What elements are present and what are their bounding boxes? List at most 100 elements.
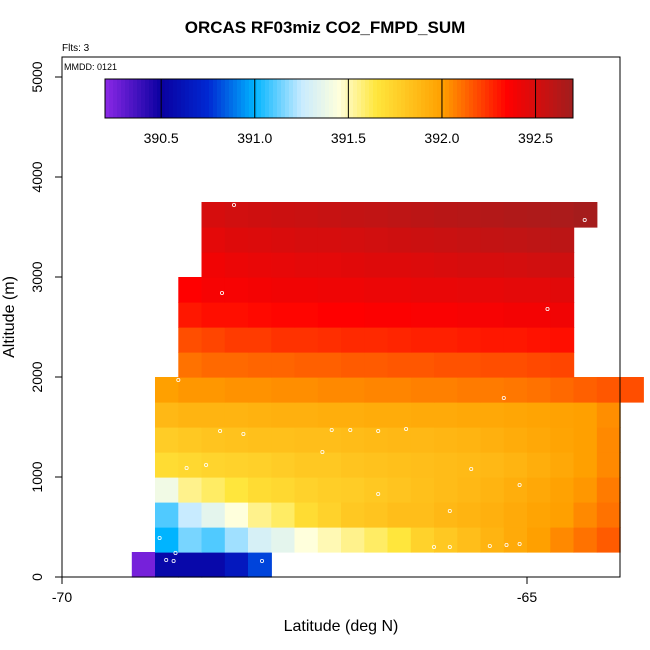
colorbar-segment [273,79,278,118]
heatmap-cell [503,352,528,378]
heatmap-cell [294,202,319,228]
heatmap-cell [201,402,226,428]
heatmap-cell [434,202,458,228]
heatmap-cell [224,202,249,228]
colorbar-segment [105,79,110,118]
heatmap-cell [457,302,482,328]
heatmap-cell [341,527,365,553]
heatmap-cell [596,427,621,453]
heatmap-cell [155,427,179,453]
heatmap-cell [503,202,528,228]
observation-point [171,559,176,564]
heatmap-cell [596,452,621,478]
heatmap-cell [480,252,505,278]
colorbar-segment [305,79,310,118]
heatmap-cell [224,327,249,353]
heatmap-cell [480,302,505,328]
heatmap-cell [178,502,203,528]
colorbar-segment [241,79,246,118]
heatmap-cell [457,377,482,403]
colorbar-segment [553,79,558,118]
colorbar-segment [133,79,138,118]
heatmap-cell [527,527,551,553]
colorbar-segment [485,79,490,118]
heatmap-cell [480,477,505,503]
heatmap-cell [271,202,296,228]
heatmap-cell [248,402,272,428]
heatmap-cell [480,277,505,303]
heatmap-cell [434,527,458,553]
observation-point [545,306,550,311]
colorbar-tick-label: 390.5 [144,130,179,146]
heatmap-cell [457,427,482,453]
colorbar-segment [397,79,402,118]
observation-point [431,545,436,550]
heatmap-cell [248,252,272,278]
heatmap-cell [364,427,389,453]
heatmap-cell [410,402,435,428]
heatmap-cell [387,277,412,303]
colorbar-segment [169,79,174,118]
observation-point [517,542,522,547]
colorbar-segment [137,79,142,118]
heatmap-cell [573,402,598,428]
heatmap-cell [364,477,389,503]
heatmap-cell [201,302,226,328]
observation-point [376,428,381,433]
heatmap-cell [550,427,575,453]
heatmap-cell [410,377,435,403]
heatmap-cell [224,352,249,378]
heatmap-cell [155,402,179,428]
heatmap-cell [178,552,203,578]
heatmap-cell [341,427,365,453]
observation-point [504,543,509,548]
heatmap-cell [550,302,575,328]
colorbar-segment [481,79,486,118]
colorbar-segment [405,79,410,118]
heatmap-cell [410,352,435,378]
heatmap-cell [480,527,505,553]
colorbar-tick-label: 391.0 [237,130,272,146]
colorbar-segment [385,79,390,118]
observation-point [218,428,223,433]
heatmap-cell [596,477,621,503]
heatmap-cell [294,502,319,528]
heatmap-cell [457,202,482,228]
observation-point [348,427,353,432]
colorbar-segment [157,79,162,118]
heatmap-cell [457,252,482,278]
heatmap-cell [155,502,179,528]
heatmap-cell [364,302,389,328]
heatmap-cell [596,527,621,553]
heatmap-cell [480,202,505,228]
heatmap-cell [294,377,319,403]
heatmap-cell [294,302,319,328]
heatmap-cell [271,402,296,428]
colorbar-segment [409,79,414,118]
colorbar-segment [349,79,354,118]
heatmap-cell [434,327,458,353]
heatmap-cell [550,502,575,528]
heatmap-cell [387,302,412,328]
heatmap-cell [596,402,621,428]
heatmap-cell [527,327,551,353]
colorbar-segment [153,79,158,118]
colorbar-segment [541,79,546,118]
heatmap-cell [271,477,296,503]
heatmap-cell [527,452,551,478]
colorbar-segment [293,79,298,118]
heatmap-cell [178,277,203,303]
heatmap-cell [387,327,412,353]
heatmap-cell [573,377,598,403]
heatmap-cell [317,427,342,453]
colorbar-segment [565,79,570,118]
colorbar-segment [517,79,522,118]
colorbar-segment [493,79,498,118]
colorbar-segment [221,79,226,118]
colorbar-segment [329,79,334,118]
colorbar-segment [393,79,398,118]
heatmap-cell [527,202,551,228]
heatmap-cell [410,477,435,503]
heatmap-cell [480,327,505,353]
heatmap-cell [131,552,156,578]
